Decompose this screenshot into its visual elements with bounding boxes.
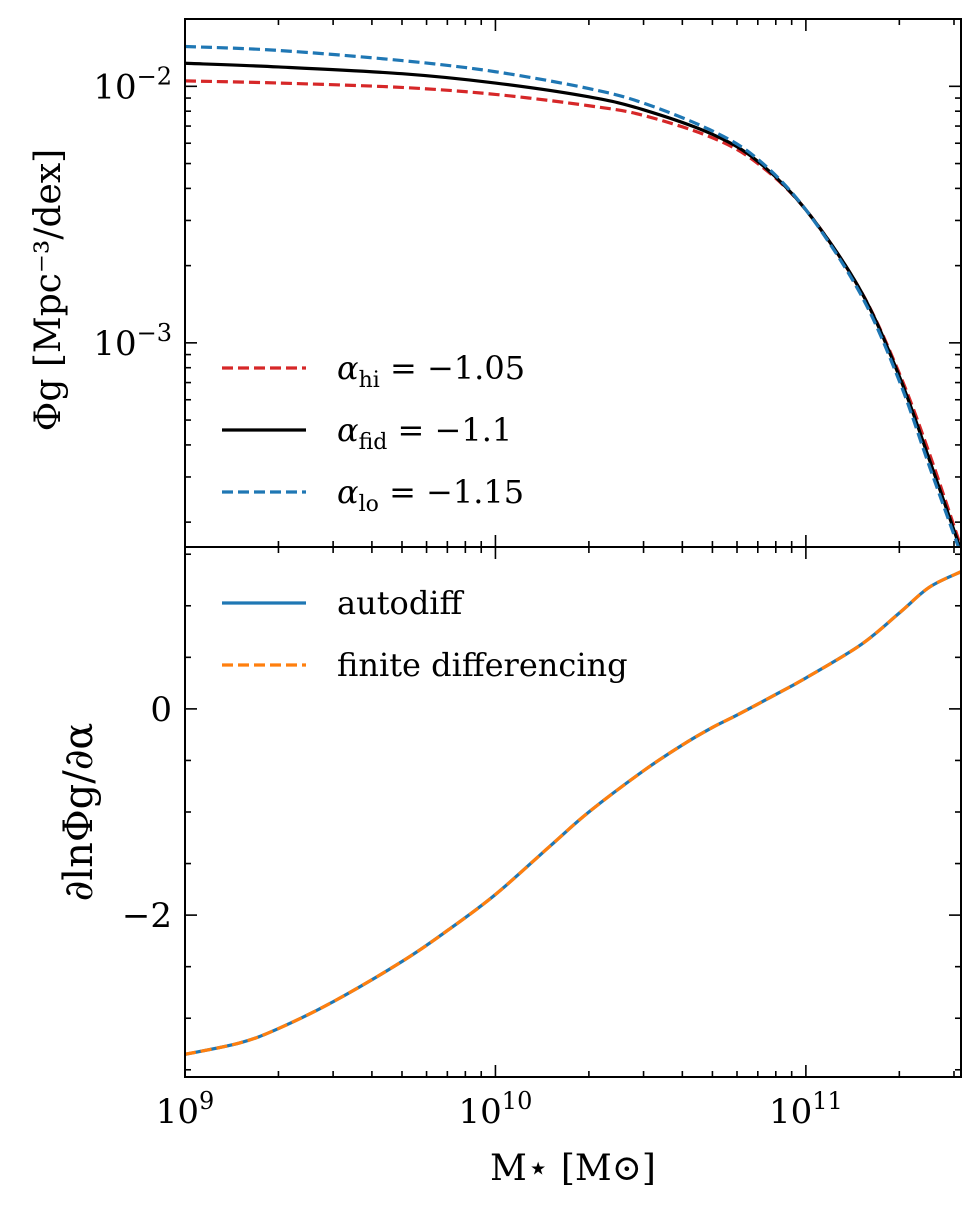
x-tick-label: 109 [156,1087,215,1132]
tick-base: 10 [459,1092,502,1132]
bottom-y-tick-label: −2 [122,896,172,936]
top-panel: 10−210−3 Φg [Mpc⁻³/dex] αhi = −1.05αfid … [28,18,962,548]
top-ticks [184,19,961,547]
series-line-autodiff [185,570,961,1056]
legend-label: autodiff [337,584,465,622]
tick-base: 10 [93,67,136,107]
series-line-lo [185,44,961,547]
legend-subscript: hi [359,368,380,393]
tick-exponent: 9 [199,1087,214,1115]
legend-value: = −1.1 [387,411,512,449]
legend-subscript: fid [359,430,388,455]
legend-symbol: α [337,349,359,387]
series-line-fid [185,61,961,547]
bottom-lines [185,570,961,1056]
x-tick-label: 1010 [459,1087,533,1132]
legend-value: = −1.15 [379,473,524,511]
tick-exponent: −3 [137,319,172,347]
legend-value: = −1.05 [380,349,525,387]
bottom-y-axis-label: ∂lnΦg/∂α [56,723,102,902]
legend-label: αlo = −1.15 [337,473,524,517]
legend-label: finite differencing [337,646,628,684]
top-y-tick-label: 10−2 [93,62,172,107]
bottom-y-tick-label: 0 [150,690,172,730]
tick-exponent: 11 [812,1087,843,1115]
top-frame [184,18,962,548]
x-tick-label: 1011 [769,1087,843,1132]
legend-label: αfid = −1.1 [337,411,512,455]
tick-base: 10 [769,1092,812,1132]
top-y-axis-label: Φg [Mpc⁻³/dex] [28,149,69,431]
series-line-finite-differencing [185,570,961,1056]
legend-subscript: lo [359,492,379,517]
top-y-tick-label: 10−3 [93,319,172,364]
legend-label: αhi = −1.05 [337,349,525,393]
bottom-legend: autodiff finite differencing [222,584,628,684]
bottom-frame [184,546,962,1078]
tick-exponent: 10 [502,1087,533,1115]
legend-symbol: α [337,473,359,511]
top-lines [185,44,961,547]
tick-exponent: −2 [137,62,172,90]
series-line-hi [185,79,961,547]
tick-base: 10 [156,1092,199,1132]
bottom-ticks [184,547,961,1077]
x-axis-label: M⋆ [M⊙] [490,1148,656,1189]
top-tick-labels: 10−210−3 [93,62,172,364]
tick-base: 10 [93,324,136,364]
legend-symbol: α [337,411,359,449]
